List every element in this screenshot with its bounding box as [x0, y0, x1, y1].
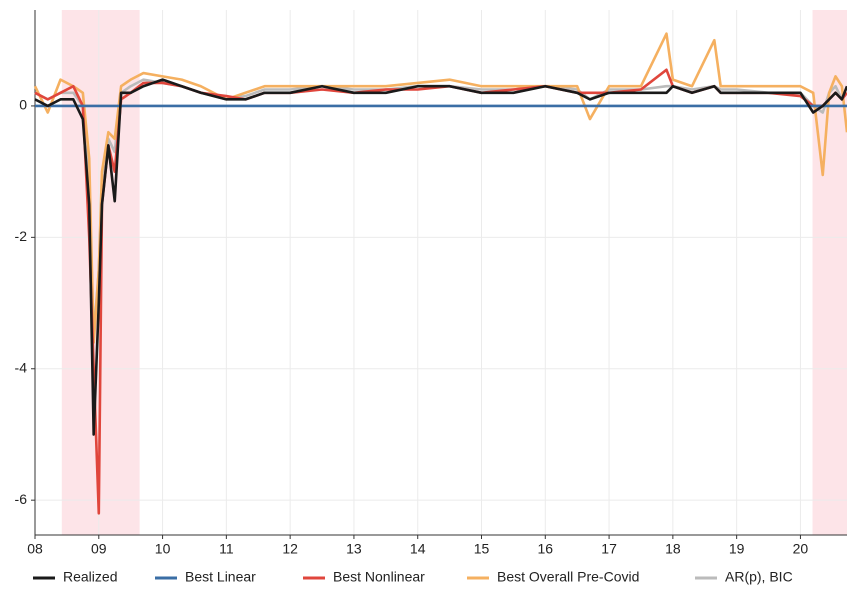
x-tick-label: 14: [410, 541, 426, 557]
x-tick-label: 16: [538, 541, 554, 557]
x-tick-label: 17: [601, 541, 617, 557]
legend-label: Best Nonlinear: [333, 569, 425, 585]
x-tick-label: 09: [91, 541, 107, 557]
legend-label: Realized: [63, 569, 117, 585]
series-line: [33, 32, 847, 344]
y-tick-label: -2: [15, 228, 28, 244]
y-tick-label: -6: [15, 491, 28, 507]
series-line: [34, 68, 847, 515]
y-tick-label: 0: [19, 97, 27, 113]
plot-area: -6 -4 -2 0 08 09 10 11 12 13 14 15 16 17 18 19 20: [15, 10, 847, 557]
x-tick-label: 20: [793, 541, 809, 557]
legend-label: AR(p), BIC: [725, 569, 793, 585]
x-tick-label: 13: [346, 541, 362, 557]
legend-label: Best Overall Pre-Covid: [497, 569, 639, 585]
x-tick-label: 18: [665, 541, 681, 557]
x-tick-label: 15: [474, 541, 490, 557]
legend-label: Best Linear: [185, 569, 256, 585]
y-tick-label: -4: [15, 359, 28, 375]
x-tick-label: 10: [155, 541, 171, 557]
x-tick-label: 11: [219, 541, 234, 557]
series-line: [34, 78, 847, 436]
legend: Realized Best Linear Best Nonlinear Best Ov…: [33, 569, 793, 585]
x-tick-label: 12: [282, 541, 298, 557]
series-line: [34, 78, 847, 338]
x-tick-label: 19: [729, 541, 745, 557]
x-tick-label: 08: [27, 541, 43, 557]
